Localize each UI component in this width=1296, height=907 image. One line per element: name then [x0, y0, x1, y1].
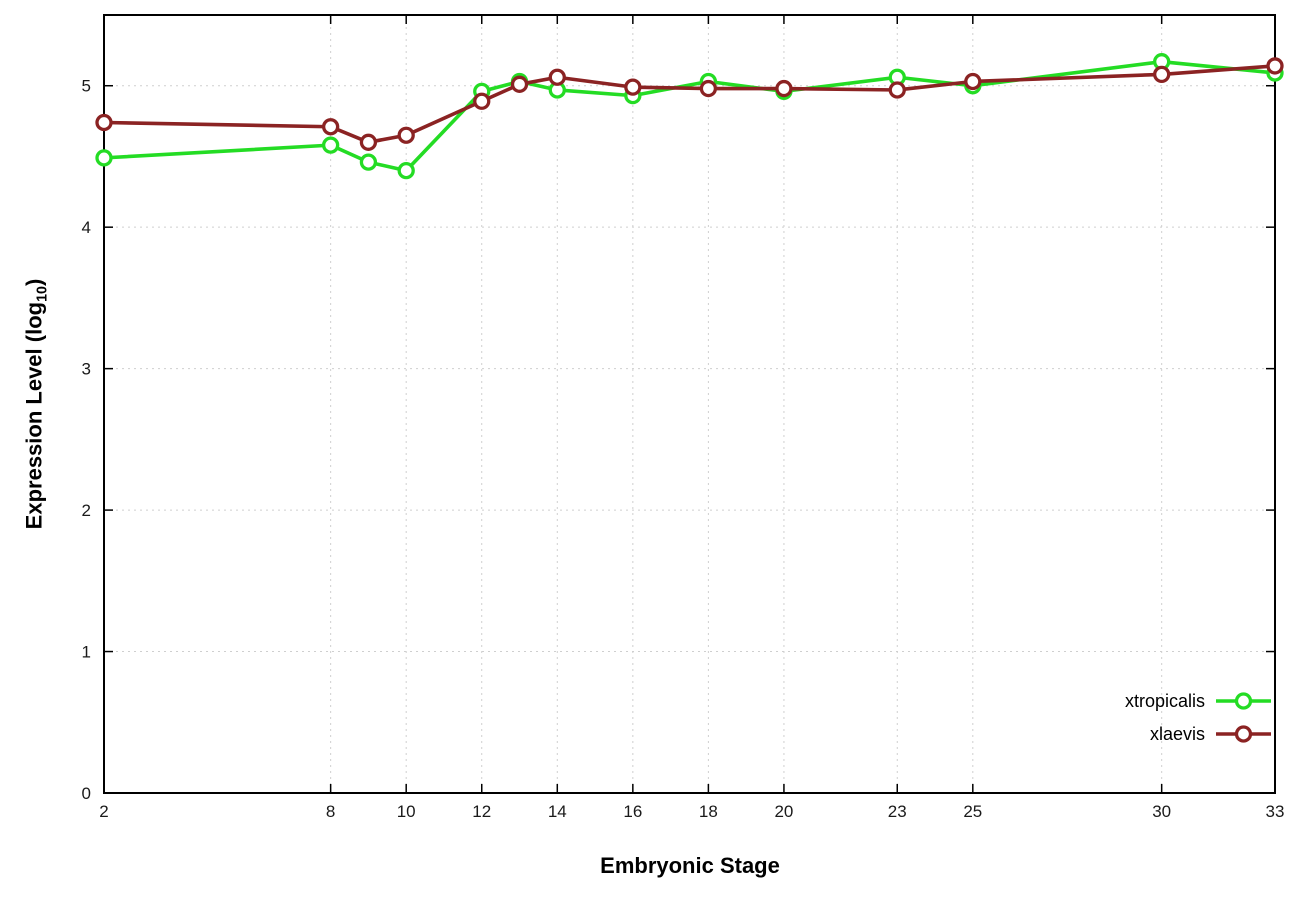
series-marker-xlaevis: [699, 79, 718, 98]
y-axis-title: Expression Level (log10): [22, 279, 51, 530]
series-marker-xlaevis: [888, 81, 906, 99]
legend-marker-xlaevis: [1234, 725, 1253, 743]
series-marker-xlaevis: [1153, 65, 1171, 84]
x-tick-label: 8: [326, 802, 335, 821]
series-marker-xlaevis: [548, 68, 566, 86]
series-marker-xlaevis: [321, 118, 340, 136]
series-marker-xtropicalis: [397, 161, 415, 180]
x-tick-label: 30: [1152, 802, 1171, 821]
x-tick-label: 10: [397, 802, 416, 821]
y-axis-title-subscript: 10: [34, 286, 51, 302]
y-tick-label: 1: [82, 643, 91, 662]
x-tick-label: 16: [623, 802, 642, 821]
legend-label-xlaevis: xlaevis: [1150, 724, 1205, 744]
y-tick-label: 2: [82, 501, 91, 520]
x-tick-label: 20: [774, 802, 793, 821]
y-tick-label: 0: [82, 784, 91, 803]
y-tick-label: 5: [82, 77, 91, 96]
series-marker-xlaevis: [1266, 57, 1284, 75]
x-tick-label: 18: [699, 802, 718, 821]
series-marker-xlaevis: [510, 75, 529, 93]
series-marker-xlaevis: [775, 79, 793, 98]
series-marker-xlaevis: [624, 78, 642, 96]
series-marker-xlaevis: [95, 113, 113, 132]
series-marker-xlaevis: [964, 72, 982, 91]
series-marker-xtropicalis: [95, 149, 113, 167]
series-marker-xtropicalis: [321, 136, 340, 154]
legend-label-xtropicalis: xtropicalis: [1125, 691, 1205, 711]
x-tick-label: 23: [888, 802, 907, 821]
series-marker-xtropicalis: [359, 153, 378, 171]
y-axis-title-text: Expression Level (log: [21, 301, 47, 530]
series-marker-xlaevis: [397, 126, 415, 144]
y-tick-label: 3: [82, 360, 91, 379]
plot-frame: [103, 14, 1276, 794]
y-axis-title-suffix: ): [21, 278, 47, 287]
x-tick-label: 25: [963, 802, 982, 821]
series-marker-xlaevis: [359, 133, 378, 151]
x-tick-label: 33: [1266, 802, 1285, 821]
series-line-xlaevis: [102, 64, 1277, 145]
series-marker-xlaevis: [473, 92, 491, 110]
legend-marker-xtropicalis: [1234, 692, 1253, 710]
x-tick-label: 14: [548, 802, 567, 821]
x-tick-label: 12: [472, 802, 491, 821]
x-tick-label: 2: [99, 802, 108, 821]
y-tick-label: 4: [82, 218, 91, 237]
x-axis-title: Embryonic Stage: [600, 853, 780, 878]
